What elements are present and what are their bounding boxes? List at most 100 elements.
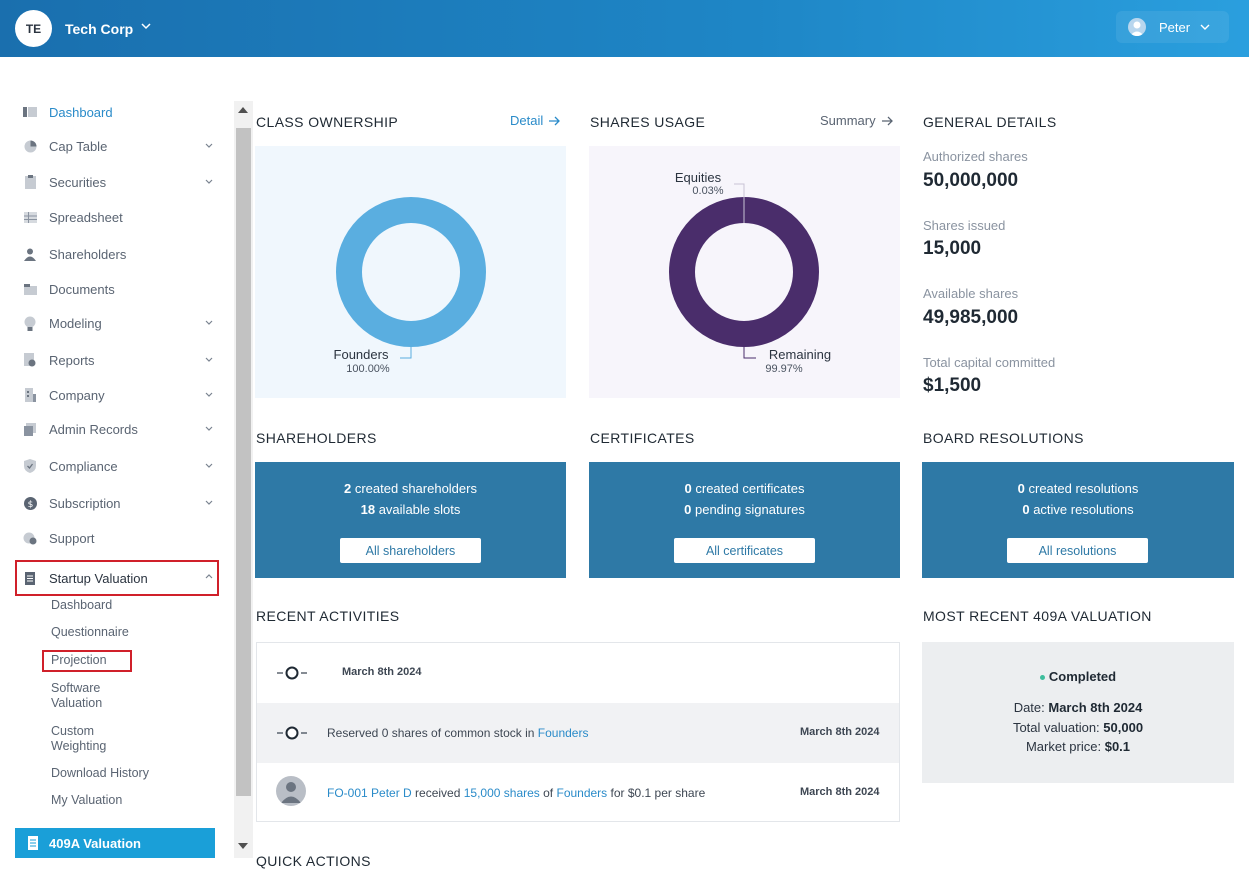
sub-item-software-valuation[interactable]: Software Valuation xyxy=(51,681,103,710)
sidebar-item-securities[interactable]: Securities xyxy=(22,171,218,193)
support-icon xyxy=(22,530,38,546)
shares-link[interactable]: 15,000 shares xyxy=(463,786,540,800)
shield-icon xyxy=(22,458,38,474)
sub-item-custom-weighting[interactable]: Custom Weighting xyxy=(51,724,107,753)
sidebar-item-label: Spreadsheet xyxy=(49,209,123,225)
scroll-up-arrow-icon[interactable] xyxy=(238,107,248,113)
valuation-409a-label: 409A Valuation xyxy=(49,835,141,851)
sidebar-item-label: Admin Records xyxy=(49,421,138,437)
sidebar-item-label: Modeling xyxy=(49,315,102,331)
available-shares-label: Available shares xyxy=(923,286,1019,301)
sidebar-item-admin-records[interactable]: Admin Records xyxy=(22,418,218,440)
highlight-box xyxy=(15,560,219,596)
activity-text: Reserved 0 shares of common stock in Fou… xyxy=(327,726,589,740)
sidebar-item-label: Company xyxy=(49,387,105,403)
document-icon xyxy=(22,570,38,586)
activity-date: March 8th 2024 xyxy=(800,726,880,738)
valuation-status: Completed xyxy=(922,669,1234,684)
general-details-title: GENERAL DETAILS xyxy=(923,114,1057,130)
chevron-down-icon xyxy=(205,179,213,184)
sub-item-questionnaire[interactable]: Questionnaire xyxy=(51,625,129,639)
shareholder-link[interactable]: FO-001 Peter D xyxy=(327,786,412,800)
shares-usage-chart-card xyxy=(589,146,900,398)
equities-pct: 0.03% xyxy=(692,185,724,197)
status-dot-icon xyxy=(1039,675,1045,681)
remaining-slice xyxy=(669,197,819,347)
shares-issued-label: Shares issued xyxy=(923,218,1006,233)
sub-item-dashboard[interactable]: Dashboard xyxy=(51,598,113,612)
dashboard-icon xyxy=(22,104,38,120)
activity-row: March 8th 2024 xyxy=(257,643,899,703)
remaining-pct: 99.97% xyxy=(765,363,803,375)
sidebar-item-company[interactable]: Company xyxy=(22,384,218,406)
sidebar-item-label: Compliance xyxy=(49,458,118,474)
equities-leader-line xyxy=(734,183,745,223)
activity-date: March 8th 2024 xyxy=(342,666,422,678)
building-icon xyxy=(22,387,38,403)
chevron-down-icon xyxy=(205,500,213,505)
founders-label: Founders xyxy=(333,347,389,362)
report-icon xyxy=(22,352,38,368)
board-resolutions-title: BOARD RESOLUTIONS xyxy=(923,430,1084,446)
remaining-leader-line xyxy=(743,335,756,359)
sub-item-projection[interactable]: Projection xyxy=(51,653,107,667)
pie-chart-icon xyxy=(22,138,38,154)
shares-issued-value: 15,000 xyxy=(923,238,982,259)
sidebar-item-label: Reports xyxy=(49,352,95,368)
sidebar-item-cap-table[interactable]: Cap Table xyxy=(22,135,218,157)
sidebar-item-support[interactable]: Support xyxy=(22,527,218,549)
summary-link-label: Summary xyxy=(820,113,876,128)
all-resolutions-button[interactable]: All resolutions xyxy=(1007,538,1148,563)
person-icon xyxy=(22,246,38,262)
authorized-shares-label: Authorized shares xyxy=(923,149,1028,164)
valuation-409a-title: MOST RECENT 409A VALUATION xyxy=(923,608,1152,624)
sidebar-item-modeling[interactable]: Modeling xyxy=(22,312,218,334)
certificates-created-text: 0 created certificates xyxy=(684,481,805,496)
folder-icon xyxy=(22,281,38,297)
org-avatar[interactable]: TE xyxy=(15,10,52,47)
summary-link[interactable]: Summary xyxy=(820,113,894,128)
founders-link[interactable]: Founders xyxy=(537,726,589,740)
chevron-down-icon xyxy=(205,320,213,325)
sub-item-download-history[interactable]: Download History xyxy=(51,766,149,780)
sidebar-item-documents[interactable]: Documents xyxy=(22,278,218,300)
all-certificates-button[interactable]: All certificates xyxy=(674,538,815,563)
all-shareholders-button[interactable]: All shareholders xyxy=(340,538,481,563)
records-icon xyxy=(22,421,38,437)
founders-leader-line xyxy=(400,335,412,359)
chevron-down-icon xyxy=(205,426,213,431)
svg-text:$: $ xyxy=(27,500,33,510)
resolutions-active-text: 0 active resolutions xyxy=(1022,502,1134,517)
sidebar-item-compliance[interactable]: Compliance xyxy=(22,455,218,477)
top-bar: TE Tech Corp Peter xyxy=(0,0,1249,57)
org-name[interactable]: Tech Corp xyxy=(65,21,134,37)
chevron-down-icon xyxy=(205,143,213,148)
sidebar-item-reports[interactable]: Reports xyxy=(22,349,218,371)
scrollbar-thumb[interactable] xyxy=(236,128,251,796)
sidebar-item-spreadsheet[interactable]: Spreadsheet xyxy=(22,206,218,228)
sidebar-item-subscription[interactable]: $ Subscription xyxy=(22,492,218,514)
class-ownership-title: CLASS OWNERSHIP xyxy=(256,114,399,130)
sidebar-item-startup-valuation[interactable]: Startup Valuation xyxy=(22,567,218,589)
sub-item-my-valuation[interactable]: My Valuation xyxy=(51,793,123,807)
recent-activities-title: RECENT ACTIVITIES xyxy=(256,608,400,624)
founders-slice xyxy=(336,197,486,347)
arrow-right-icon xyxy=(881,116,893,125)
user-avatar-icon xyxy=(1128,18,1146,36)
sidebar-item-shareholders[interactable]: Shareholders xyxy=(22,243,218,265)
detail-link[interactable]: Detail xyxy=(510,113,561,128)
founders-link[interactable]: Founders xyxy=(556,786,608,800)
user-name: Peter xyxy=(1159,20,1191,35)
class-ownership-donut xyxy=(336,197,486,359)
highlight-box xyxy=(42,650,132,672)
equities-label: Equities xyxy=(674,170,722,185)
total-capital-label: Total capital committed xyxy=(923,355,1056,370)
chevron-down-icon xyxy=(205,357,213,362)
user-menu[interactable]: Peter xyxy=(1116,11,1229,43)
total-capital-value: $1,500 xyxy=(923,375,982,396)
chevron-down-icon[interactable] xyxy=(139,19,153,33)
sidebar-item-dashboard[interactable]: Dashboard xyxy=(22,101,218,123)
scroll-down-arrow-icon[interactable] xyxy=(238,843,248,849)
valuation-409a-button[interactable]: 409A Valuation xyxy=(15,828,215,858)
sidebar-item-label: Documents xyxy=(49,281,115,297)
